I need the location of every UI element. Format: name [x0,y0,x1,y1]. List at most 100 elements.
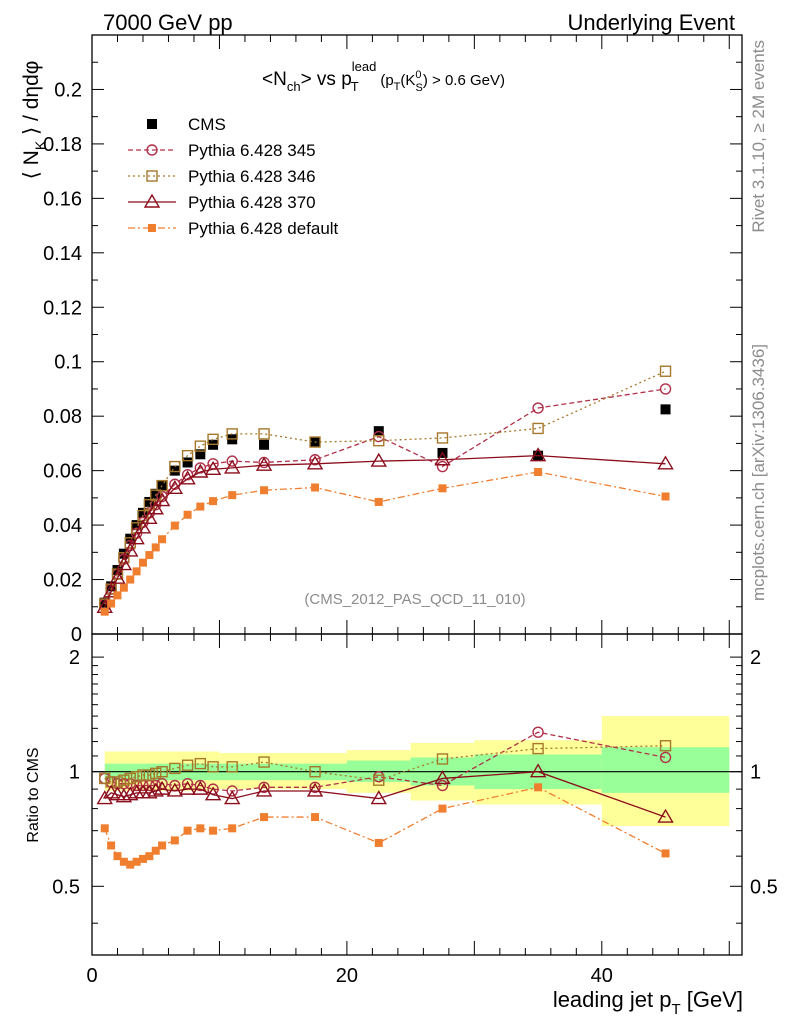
legend-marker [146,170,158,182]
main-ytick-label: 0.08 [43,406,82,428]
ratio-point [141,784,158,799]
data-point [436,460,449,473]
data-point [106,581,117,592]
data-point [434,451,451,466]
ratio-point [124,772,136,785]
data-point [194,440,207,452]
xtick-label: 0 [86,965,97,987]
header-right: Underlying Event [567,10,735,35]
title-cut-b: (K [400,72,415,89]
ratio-point [100,824,109,833]
data-point [125,533,136,544]
ratio-line [104,731,666,792]
data-point [659,383,672,395]
ratio-point [532,742,544,755]
data-point [100,607,109,616]
ylabel-a: ⟨ N [20,150,43,179]
data-point [113,591,122,600]
main-ytick-label: 0.12 [43,297,82,319]
main-ytick-label: 0.14 [43,243,82,265]
ratio-point [438,804,447,813]
ratio-point [113,852,122,861]
ratio-point [309,781,321,793]
data-point [226,455,238,467]
ratio-point [657,808,674,823]
data-point [137,507,148,518]
series-pythia-6-428-370 [96,447,674,614]
data-point [192,463,209,478]
main-axis-ticks: 0 0.02 0.04 0.06 0.08 0.1 0.12 0.14 0.16 0.18 0.2 [43,34,742,646]
ratio-point [156,766,168,778]
ratio-point [138,854,147,863]
ratio-point [132,857,141,866]
legend-label: Pythia 6.428 346 [188,167,316,186]
series-line [104,455,666,608]
main-ytick-label: 0.02 [43,570,82,592]
legend-marker [143,193,161,208]
ratio-series-pythia-6-428-370 [96,763,674,823]
ratio-band-inner [601,747,730,793]
data-point [132,567,141,576]
ratio-point [207,761,219,773]
title-T: T [351,79,359,94]
data-point [150,488,161,499]
main-ytick-label: 0.04 [43,515,82,537]
ratio-point [306,782,324,797]
title-ch: ch [287,79,301,94]
ratio-point [370,790,387,805]
ratio-point [196,824,205,833]
legend-marker [148,224,156,232]
ratio-point [169,762,181,775]
legend-item-cms: CMS [147,115,226,134]
data-point [182,457,193,468]
data-point [122,542,139,557]
title-cut-S: S [416,82,423,94]
ratio-point [311,813,320,822]
data-point [228,491,237,500]
data-point [660,404,671,415]
main-ylabel: ⟨ NK ⟩ / dηdφ [20,61,48,180]
analysis-id: (CMS_2012_PAS_QCD_11_010) [304,591,525,608]
data-point [181,469,194,481]
ratio-frame [91,633,743,956]
data-point [183,510,192,519]
ratio-ytick-label: 1 [69,762,80,784]
data-point [255,456,273,471]
ratio-point [373,774,385,786]
data-point [260,486,269,495]
xtick-label: 40 [591,965,613,987]
data-point [195,449,206,460]
data-point [128,530,145,545]
legend-label: CMS [188,115,226,134]
ratio-point [130,779,143,792]
ratio-point [226,785,238,797]
ratio-point [659,740,672,752]
ratio-ytick-label-right: 1 [750,762,761,784]
ratio-point [119,857,128,866]
data-point [657,455,674,470]
ratio-bands [104,716,730,827]
ratio-point [194,779,207,792]
data-point [134,519,152,534]
data-point [115,556,133,571]
ratio-point [118,774,130,786]
rivet-label: Rivet 3.1.10, ≥ 2M events [749,40,768,233]
ratio-point [130,771,143,783]
xlabel-a: leading jet p [553,987,672,1012]
ratio-point [183,826,192,835]
data-point [138,558,147,567]
ratio-point [145,852,154,861]
data-point [207,433,219,446]
data-point [258,428,270,440]
data-point [144,496,155,507]
data-point [166,479,184,495]
ratio-point [258,756,270,768]
ratio-ytick-label-right: 0.5 [750,876,778,898]
ratio-series-pythia-6-428-346 [99,740,672,788]
title-vs: > vs p [301,69,352,90]
main-ytick-label: 0.18 [43,134,82,156]
ratio-axis-ticks: 0.5 0.51 12 20 20 40 [52,634,778,987]
data-point [311,483,320,492]
series-pythia-6-428-345 [99,383,672,610]
ratio-point [126,860,135,869]
